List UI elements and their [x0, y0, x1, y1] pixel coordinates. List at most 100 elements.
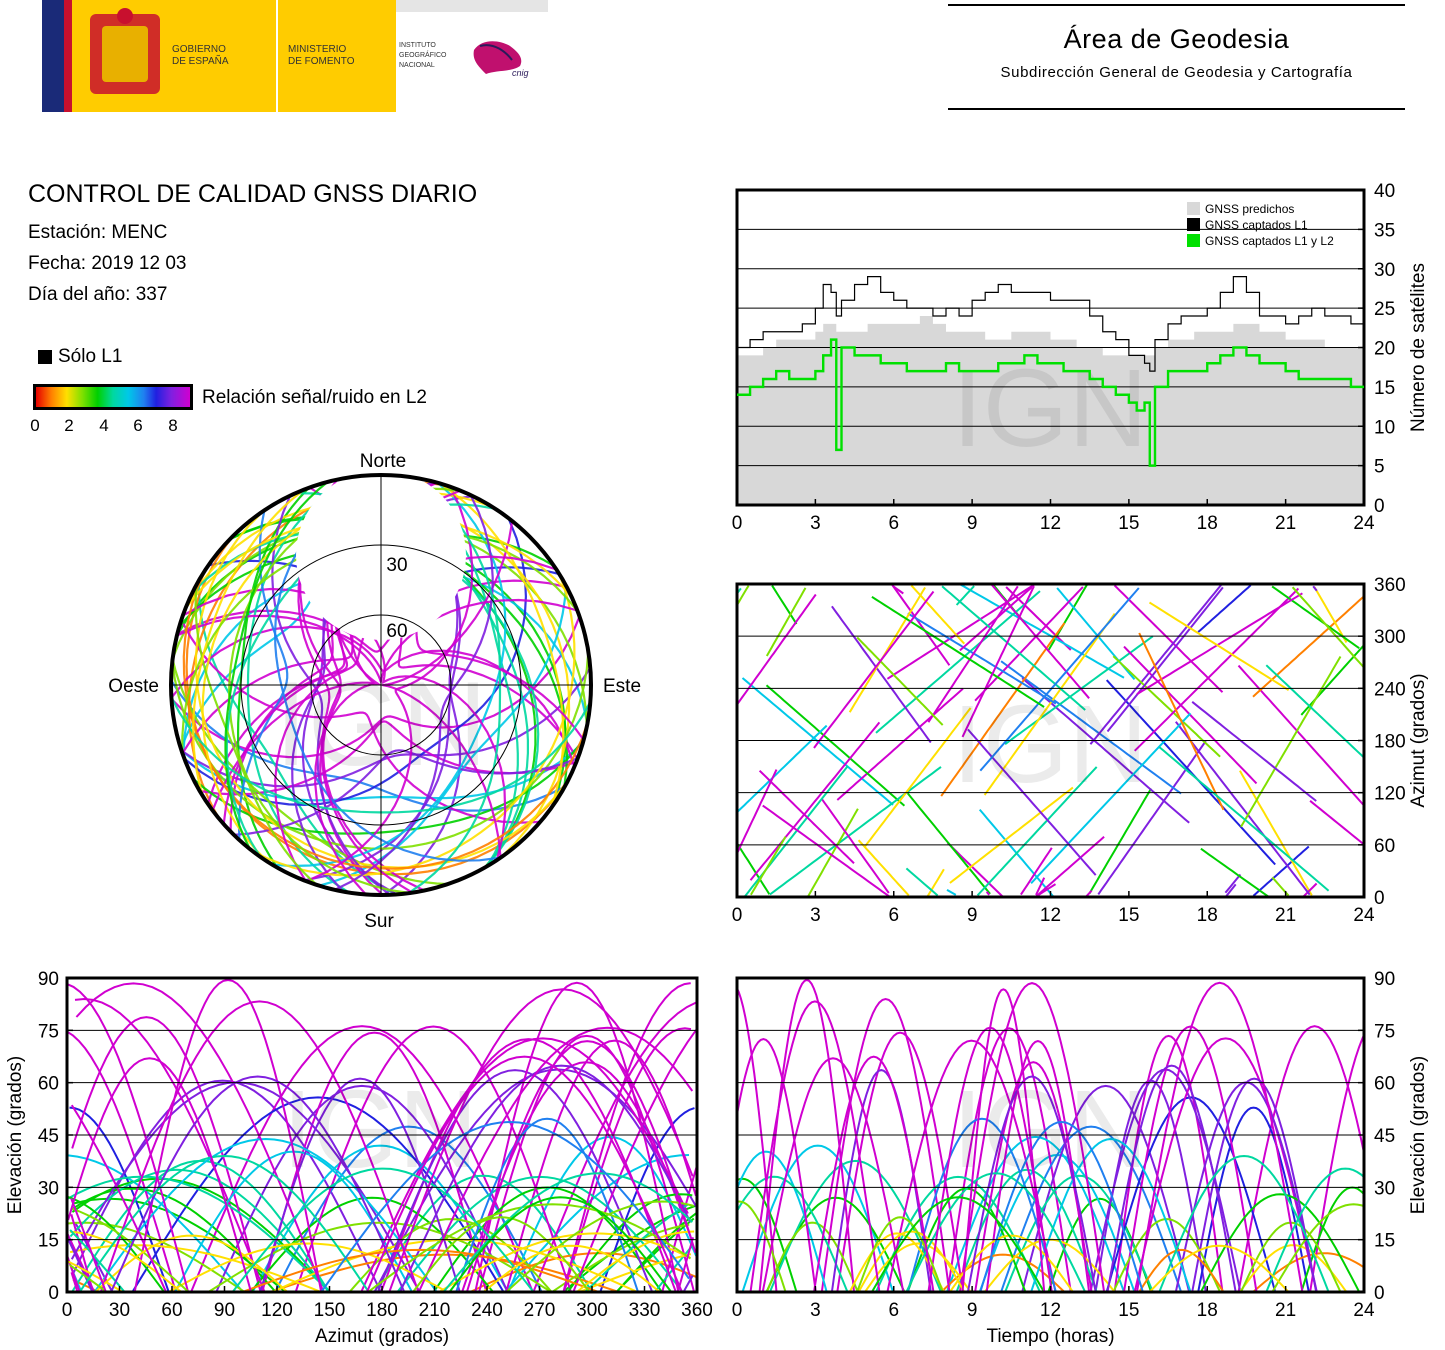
elaz-track: [69, 1230, 695, 1292]
azimuth-track: [1175, 585, 1318, 896]
elaz-y-tick-label: 90: [38, 969, 59, 990]
sky-track: [273, 474, 501, 862]
colorbar-tick: 4: [99, 416, 109, 435]
elaz-track: [70, 1040, 697, 1292]
east-label: Este: [603, 676, 641, 697]
elt-track: [1191, 1077, 1318, 1292]
azimuth-track: [765, 684, 906, 807]
sky-track: [224, 481, 329, 850]
elaz-y-tick-label: 75: [38, 1021, 59, 1042]
station-label: Estación: MENC: [28, 222, 168, 243]
azimuth-x-tick-label: 21: [1275, 905, 1296, 926]
azimuth-time-chart: IGN 0 60 120 180 240 300 360 0 3 6 9 12 15 18 21 24 Azimu…: [732, 575, 1429, 926]
elaz-y-tick-label: 45: [38, 1126, 59, 1147]
azimuth-y-tick-label: 180: [1374, 732, 1406, 753]
count-x-tick-label: 12: [1040, 513, 1061, 534]
sky-track: [334, 494, 494, 891]
colorbar-tick: 0: [30, 416, 40, 435]
elaz-x-tick-label: 330: [629, 1300, 661, 1321]
count-x-tick-label: 18: [1197, 513, 1218, 534]
azimuth-track: [749, 721, 881, 881]
azimuth-track: [1158, 746, 1330, 892]
area-title: Área de Geodesia: [1063, 24, 1290, 54]
elt-track: [1138, 1248, 1225, 1292]
legend-swatch: [1187, 218, 1200, 231]
elt-track: [1265, 1167, 1364, 1292]
azimuth-track: [940, 622, 1066, 797]
elt-track: [871, 1196, 1045, 1292]
azimuth-track: [737, 593, 817, 707]
elaz-track: [274, 1125, 543, 1292]
legend-l1-only: Sólo L1: [38, 346, 122, 368]
azimuth-track: [983, 613, 1116, 796]
azimuth-track: [758, 769, 855, 865]
elaz-track: [269, 1253, 620, 1292]
ring-label: 60: [386, 621, 407, 642]
sky-track: [182, 568, 589, 870]
elaz-x-tick-label: 300: [576, 1300, 608, 1321]
elt-x-tick-label: 24: [1353, 1300, 1375, 1321]
sky-track: [170, 679, 566, 812]
sky-track: [271, 481, 507, 868]
sky-track: [237, 510, 289, 841]
azimuth-track: [985, 584, 1090, 896]
elaz-track: [455, 1117, 639, 1292]
count-y-tick-label: 40: [1374, 181, 1395, 202]
elaz-x-tick-label: 30: [109, 1300, 130, 1321]
elaz-track: [474, 981, 680, 1292]
l1-series-line: [737, 276, 1365, 372]
azimuth-track: [1138, 632, 1225, 811]
area-header: Área de Geodesia Subdirección General de…: [948, 0, 1405, 112]
azimuth-track: [856, 636, 944, 726]
azimuth-y-axis-label: Azimut (grados): [1408, 673, 1429, 807]
min-line1: MINISTERIO: [288, 44, 347, 55]
elt-y-tick-label: 0: [1374, 1283, 1385, 1304]
azimuth-track: [765, 587, 859, 897]
cnig-text: cnig: [512, 68, 529, 78]
elaz-y-tick-label: 30: [38, 1178, 59, 1199]
sky-track: [306, 486, 474, 883]
elevation-time-chart: IGN 0 15 30 45 60 75 90 0 3 6 9 12 15 18 21 24 Elevación …: [732, 969, 1429, 1347]
coat-of-arms-icon: [90, 8, 160, 94]
azimuth-track: [1113, 584, 1224, 693]
azimuth-track: [813, 590, 935, 749]
azimuth-track: [737, 585, 787, 896]
elt-track: [857, 1230, 966, 1292]
elt-y-tick-label: 60: [1374, 1074, 1395, 1095]
azimuth-track: [905, 585, 1086, 897]
colorbar-label: Relación señal/ruido en L2: [202, 387, 427, 408]
azimuth-track: [1105, 679, 1276, 866]
elt-track: [765, 1221, 859, 1292]
report-title: CONTROL DE CALIDAD GNSS DIARIO: [28, 180, 478, 208]
elaz-x-tick-label: 60: [161, 1300, 182, 1321]
institution-logos: GOBIERNO DE ESPAÑA MINISTERIO DE FOMENTO…: [42, 0, 548, 112]
azimuth-track: [831, 605, 932, 744]
elaz-track: [70, 1026, 694, 1292]
elaz-track: [190, 1025, 534, 1292]
azimuth-track: [737, 724, 828, 814]
azimuth-track: [1309, 800, 1364, 846]
elt-track: [737, 1038, 817, 1292]
azimuth-y-tick-label: 0: [1374, 888, 1385, 909]
azimuth-track: [1197, 584, 1310, 897]
azimuth-track: [927, 585, 1053, 896]
azimuth-track: [1148, 601, 1290, 691]
elt-track: [1148, 1244, 1290, 1292]
elt-track: [856, 1216, 944, 1292]
cnig-logo-icon: cnig: [473, 41, 529, 78]
elt-track: [985, 1040, 1091, 1292]
azimuth-track: [1000, 660, 1182, 795]
elt-y-tick-label: 90: [1374, 969, 1395, 990]
azimuth-track: [949, 786, 1074, 884]
elt-track: [1106, 1064, 1237, 1292]
elt-track: [1136, 981, 1304, 1292]
count-y-tick-label: 0: [1374, 496, 1385, 517]
count-y-tick-label: 25: [1374, 299, 1395, 320]
azimuth-x-tick-label: 9: [967, 905, 978, 926]
elaz-track: [242, 1248, 599, 1292]
elaz-track: [448, 1196, 673, 1292]
azimuth-track: [1112, 655, 1221, 758]
elaz-track: [74, 997, 697, 1292]
elt-y-tick-label: 30: [1374, 1178, 1395, 1199]
elt-track: [1030, 1137, 1192, 1292]
